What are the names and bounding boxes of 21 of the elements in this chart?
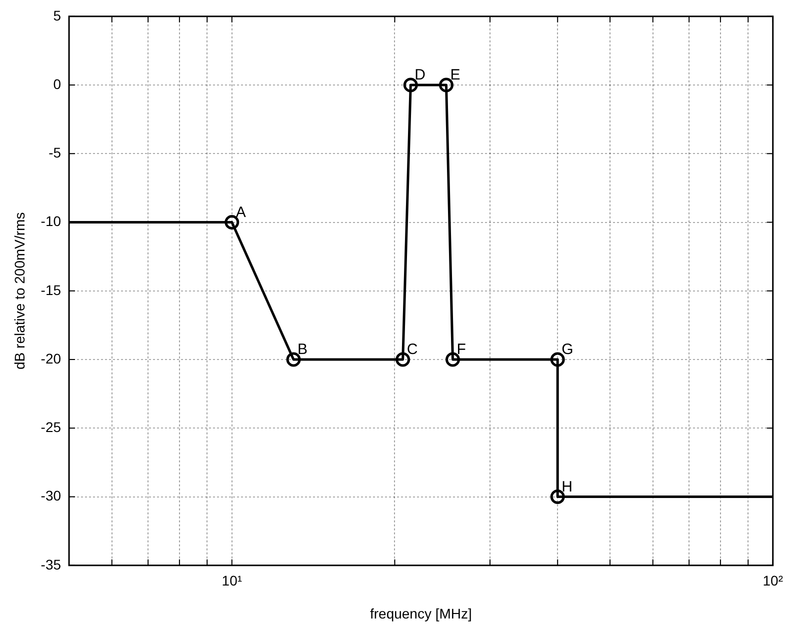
y-tick-label: 0	[53, 76, 62, 92]
x-axis-title: frequency [MHz]	[370, 605, 472, 622]
y-tick-label: -15	[40, 282, 62, 298]
x-tick-label: 10¹	[222, 572, 242, 589]
y-tick-label: -10	[40, 213, 62, 230]
y-tick-label: 5	[53, 7, 62, 24]
annotation: E	[450, 66, 460, 84]
annotation: A	[236, 204, 246, 221]
y-tick-label: -20	[40, 350, 62, 366]
annotation: F	[456, 341, 466, 358]
annotation: D	[414, 66, 426, 84]
annotation: H	[562, 478, 572, 496]
y-tick-label: -35	[40, 556, 62, 572]
x-tick-label: 10²	[762, 572, 784, 589]
annotation: C	[406, 341, 418, 358]
annotation: B	[298, 341, 308, 358]
y-tick-label: -5	[48, 144, 62, 161]
y-tick-label: -30	[40, 488, 62, 504]
y-tick-label: -25	[40, 419, 62, 436]
annotation: G	[562, 341, 574, 358]
y-axis-title: dB relative to 200mV/rms	[11, 212, 28, 370]
